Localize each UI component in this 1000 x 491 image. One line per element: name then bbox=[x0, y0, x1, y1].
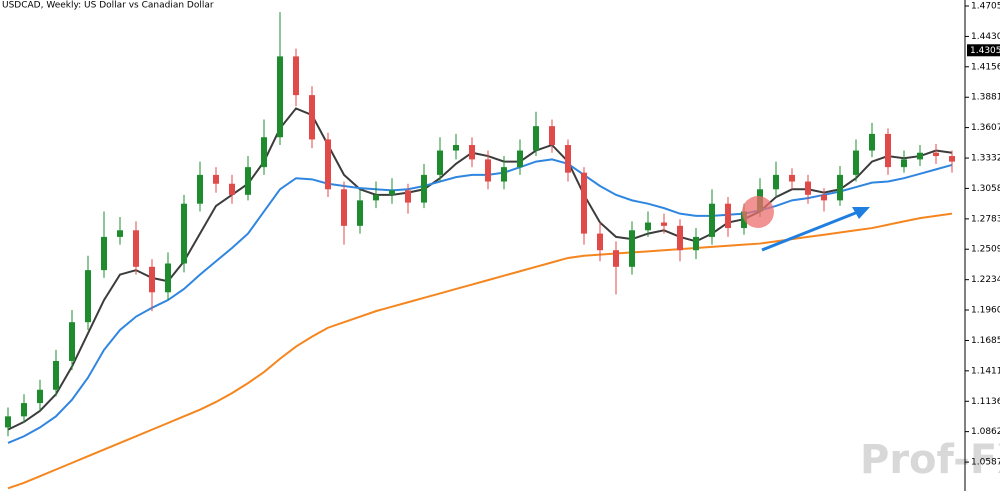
candle-body bbox=[581, 172, 587, 234]
candle-body bbox=[629, 230, 635, 267]
y-tick-label: 1.4156 bbox=[971, 62, 1000, 72]
y-tick-label: 1.4430 bbox=[971, 32, 1000, 42]
candle-body bbox=[741, 211, 747, 229]
y-tick-label: 1.2783 bbox=[971, 214, 1000, 224]
trend-arrow bbox=[761, 210, 859, 252]
candle-body bbox=[37, 389, 43, 404]
y-tick-label: 1.0862 bbox=[971, 427, 1000, 437]
candle-body bbox=[149, 266, 155, 293]
candle-body bbox=[437, 150, 443, 175]
candle-body bbox=[773, 174, 779, 190]
moving-average-line bbox=[7, 212, 953, 490]
y-tick-label: 1.3332 bbox=[971, 154, 1000, 164]
candle-body bbox=[341, 189, 347, 226]
candle-body bbox=[421, 174, 427, 203]
y-tick-label: 1.1960 bbox=[971, 306, 1000, 316]
candle-body bbox=[901, 159, 907, 168]
price-label: 1.4305 bbox=[970, 46, 1000, 56]
candle-body bbox=[805, 181, 811, 195]
y-tick-label: 1.0587 bbox=[971, 458, 1000, 468]
y-tick-label: 1.3881 bbox=[971, 93, 1000, 103]
candle-body bbox=[213, 174, 219, 184]
y-tick-label: 1.2234 bbox=[971, 275, 1000, 285]
candle-body bbox=[885, 133, 891, 168]
y-tick-label: 1.4705 bbox=[971, 1, 1000, 11]
highlight-circle bbox=[742, 196, 774, 228]
candle-body bbox=[261, 137, 267, 168]
candle-body bbox=[5, 416, 11, 428]
candle-body bbox=[277, 56, 283, 138]
candle-body bbox=[565, 144, 571, 173]
y-tick-label: 1.1136 bbox=[971, 397, 1000, 407]
y-tick-label: 1.3607 bbox=[971, 123, 1000, 133]
chart-title: USDCAD, Weekly: US Dollar vs Canadian Do… bbox=[2, 1, 214, 11]
candle-body bbox=[357, 200, 363, 226]
candle-body bbox=[229, 183, 235, 195]
candle-body bbox=[517, 150, 523, 168]
candle-body bbox=[453, 144, 459, 151]
candle-body bbox=[469, 144, 475, 160]
candle-body bbox=[117, 230, 123, 237]
candle-body bbox=[949, 156, 955, 162]
y-tick-label: 1.2509 bbox=[971, 245, 1000, 255]
candle-body bbox=[549, 126, 555, 145]
candle-body bbox=[325, 139, 331, 190]
candle-body bbox=[533, 126, 539, 151]
candle-body bbox=[485, 159, 491, 182]
candle-body bbox=[21, 403, 27, 417]
candle-body bbox=[645, 222, 651, 231]
candle-body bbox=[293, 56, 299, 96]
candle-body bbox=[677, 225, 683, 251]
candle-body bbox=[917, 152, 923, 160]
price-label-box bbox=[967, 44, 1000, 57]
candle-body bbox=[69, 322, 75, 361]
candle-body bbox=[869, 133, 875, 151]
candle-body bbox=[693, 236, 699, 251]
candle-body bbox=[85, 270, 91, 323]
candle-body bbox=[709, 203, 715, 237]
candle-body bbox=[725, 203, 731, 229]
candle-body bbox=[309, 95, 315, 140]
candle-body bbox=[165, 263, 171, 293]
candle-body bbox=[501, 167, 507, 182]
candle-body bbox=[933, 152, 939, 157]
candle-body bbox=[853, 150, 859, 175]
candle-body bbox=[389, 190, 395, 195]
candle-body bbox=[613, 250, 619, 267]
watermark: Prof-FX bbox=[860, 437, 1000, 483]
candle-body bbox=[821, 194, 827, 201]
plot-area bbox=[5, 12, 955, 490]
arrow-head bbox=[852, 207, 870, 219]
candle-body bbox=[373, 194, 379, 201]
candle-body bbox=[405, 190, 411, 203]
candle-body bbox=[789, 174, 795, 182]
candle-body bbox=[245, 167, 251, 195]
candle-body bbox=[197, 174, 203, 204]
candle-body bbox=[133, 230, 139, 267]
candle-body bbox=[661, 222, 667, 226]
y-tick-label: 1.3058 bbox=[971, 184, 1000, 194]
candle-body bbox=[181, 203, 187, 264]
candle-body bbox=[837, 174, 843, 201]
y-tick-label: 1.1411 bbox=[971, 366, 1000, 376]
candle-body bbox=[101, 236, 107, 271]
y-tick-label: 1.1685 bbox=[971, 336, 1000, 346]
candle-body bbox=[597, 233, 603, 251]
moving-average-line bbox=[7, 158, 953, 444]
candle-body bbox=[53, 360, 59, 390]
